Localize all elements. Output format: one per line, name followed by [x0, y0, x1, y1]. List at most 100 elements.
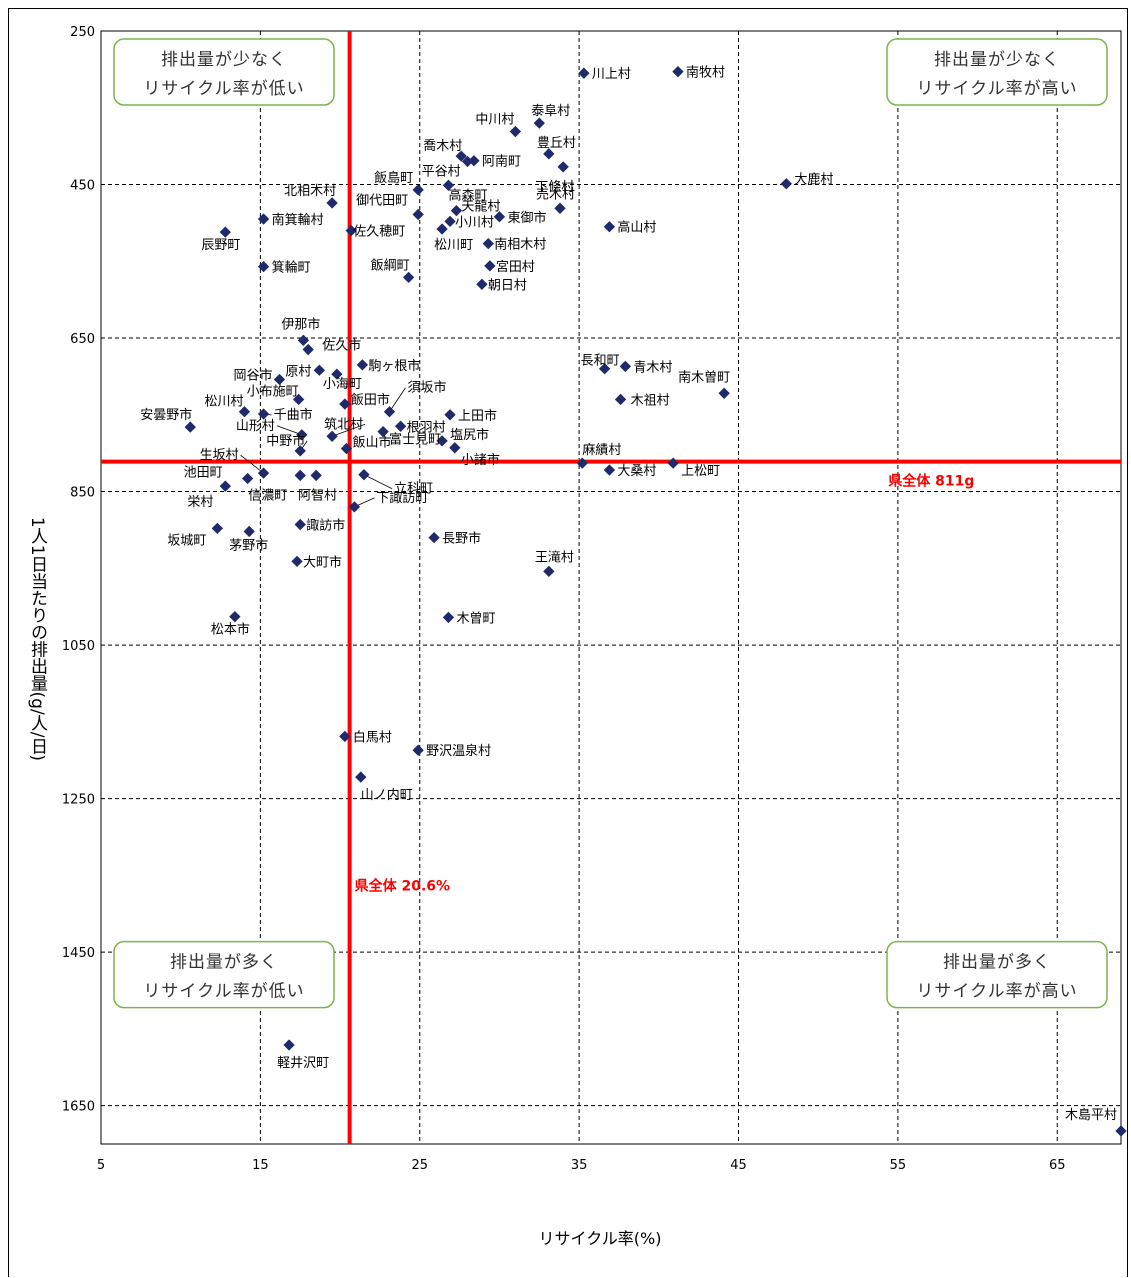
data-point: [1115, 1125, 1127, 1137]
point-label: 上松町: [681, 464, 720, 479]
point-label: 富士見町: [389, 432, 441, 448]
data-point: [672, 66, 684, 78]
x-tick-label: 55: [890, 1158, 907, 1173]
point-label: 飯綱町: [371, 258, 410, 273]
data-point: [449, 442, 461, 454]
reference-label-recycle-rate: 県全体 20.6%: [355, 878, 450, 895]
data-point: [444, 409, 456, 421]
x-axis-title: リサイクル率(%): [539, 1229, 662, 1248]
data-point: [383, 406, 396, 418]
point-label: 下條村: [535, 180, 574, 195]
data-point: [554, 202, 566, 214]
data-point: [394, 420, 407, 432]
data-point: [543, 148, 555, 160]
x-tick-label: 65: [1049, 1158, 1066, 1173]
point-label: 駒ヶ根市: [368, 358, 420, 374]
data-point: [557, 161, 569, 173]
data-point: [345, 224, 357, 237]
point-label: 高森町: [448, 187, 487, 203]
quadrant-text-line1: 排出量が少なく: [161, 50, 287, 70]
reference-lines: 県全体 20.6% 県全体 811g: [101, 31, 1121, 1144]
point-label: 売木村: [536, 186, 575, 202]
reference-label-emission: 県全体 811g: [888, 473, 974, 490]
data-point: [339, 730, 351, 743]
leader-line: [331, 423, 366, 437]
point-label: 筑北村: [324, 416, 363, 432]
quadrant-text-line2: リサイクル率が高い: [916, 982, 1077, 1002]
data-point: [326, 197, 338, 209]
data-point: [598, 363, 611, 375]
point-label: 根羽村: [407, 420, 446, 435]
point-label: 中野市: [266, 433, 305, 449]
data-point: [257, 467, 270, 479]
data-point: [442, 611, 455, 624]
point-label: 天龍村: [461, 199, 500, 215]
point-label: 佐久市: [322, 338, 361, 354]
data-point: [257, 213, 270, 225]
point-label: 長和町: [581, 354, 620, 369]
point-label: 大町市: [303, 554, 342, 570]
scatter-chart: 県全体 20.6%県全体 811g 排出量が少なくリサイクル率が低い排出量が少な…: [27, 25, 1127, 1248]
y-tick-label: 250: [70, 25, 95, 40]
data-point: [283, 1039, 295, 1051]
point-label: 栄村: [187, 495, 213, 510]
data-point: [340, 442, 353, 455]
point-label: 大鹿村: [794, 172, 833, 188]
point-label: 南木曽町: [678, 369, 730, 385]
point-label: 南相木村: [494, 237, 546, 253]
data-point: [241, 472, 254, 485]
point-label: 青木村: [633, 360, 672, 375]
point-label: 安曇野市: [140, 407, 192, 423]
y-tick-label: 850: [70, 486, 95, 501]
point-label: 麻績村: [582, 443, 621, 458]
y-tick-label: 1450: [62, 946, 95, 961]
y-tick-label: 1250: [62, 793, 95, 808]
quadrant-labels: 排出量が少なくリサイクル率が低い排出量が少なくリサイクル率が高い排出量が多くリサ…: [113, 38, 1108, 1009]
point-label: 小海町: [323, 377, 362, 392]
data-point: [211, 522, 224, 535]
point-label: 立科町: [394, 482, 433, 497]
data-point: [718, 387, 730, 399]
leader-line: [389, 387, 406, 412]
point-label: 南箕輪村: [272, 212, 324, 228]
data-point: [257, 408, 270, 420]
y-tick-label: 1650: [62, 1100, 95, 1115]
point-label: 朝日村: [488, 278, 527, 293]
data-point: [358, 469, 370, 481]
point-label: 飯田市: [351, 392, 390, 408]
point-label: 泰阜村: [531, 103, 570, 119]
x-tick-label: 15: [252, 1158, 269, 1173]
leader-line: [363, 474, 393, 490]
point-label: 岡谷市: [234, 367, 273, 383]
point-label: 小諸市: [461, 452, 500, 468]
point-label: 御代田町: [356, 193, 408, 208]
point-label: 山形村: [236, 419, 275, 434]
data-point: [292, 393, 305, 406]
y-tick-label: 650: [70, 332, 95, 347]
point-label: 豊丘村: [537, 136, 576, 151]
point-label: 阿南町: [482, 154, 521, 170]
point-label: 伊那市: [281, 316, 320, 332]
data-point: [356, 359, 369, 371]
quadrant-text-line1: 排出量が少なく: [934, 50, 1060, 70]
quadrant-text-line2: リサイクル率が低い: [143, 982, 304, 1002]
data-point: [533, 117, 545, 129]
point-label: 松本市: [211, 622, 250, 638]
data-point: [219, 226, 231, 238]
data-point: [294, 469, 306, 482]
data-point: [412, 184, 424, 196]
data-point: [476, 278, 488, 290]
data-point: [603, 221, 616, 233]
data-point: [436, 223, 448, 235]
data-point: [402, 271, 415, 284]
point-label: 王滝村: [535, 550, 574, 565]
data-point: [436, 435, 448, 447]
y-tick-label: 450: [70, 179, 95, 194]
data-point: [243, 525, 255, 538]
data-point: [455, 150, 467, 162]
data-point: [273, 373, 286, 386]
point-label: 東御市: [507, 210, 546, 226]
data-point: [297, 334, 310, 346]
